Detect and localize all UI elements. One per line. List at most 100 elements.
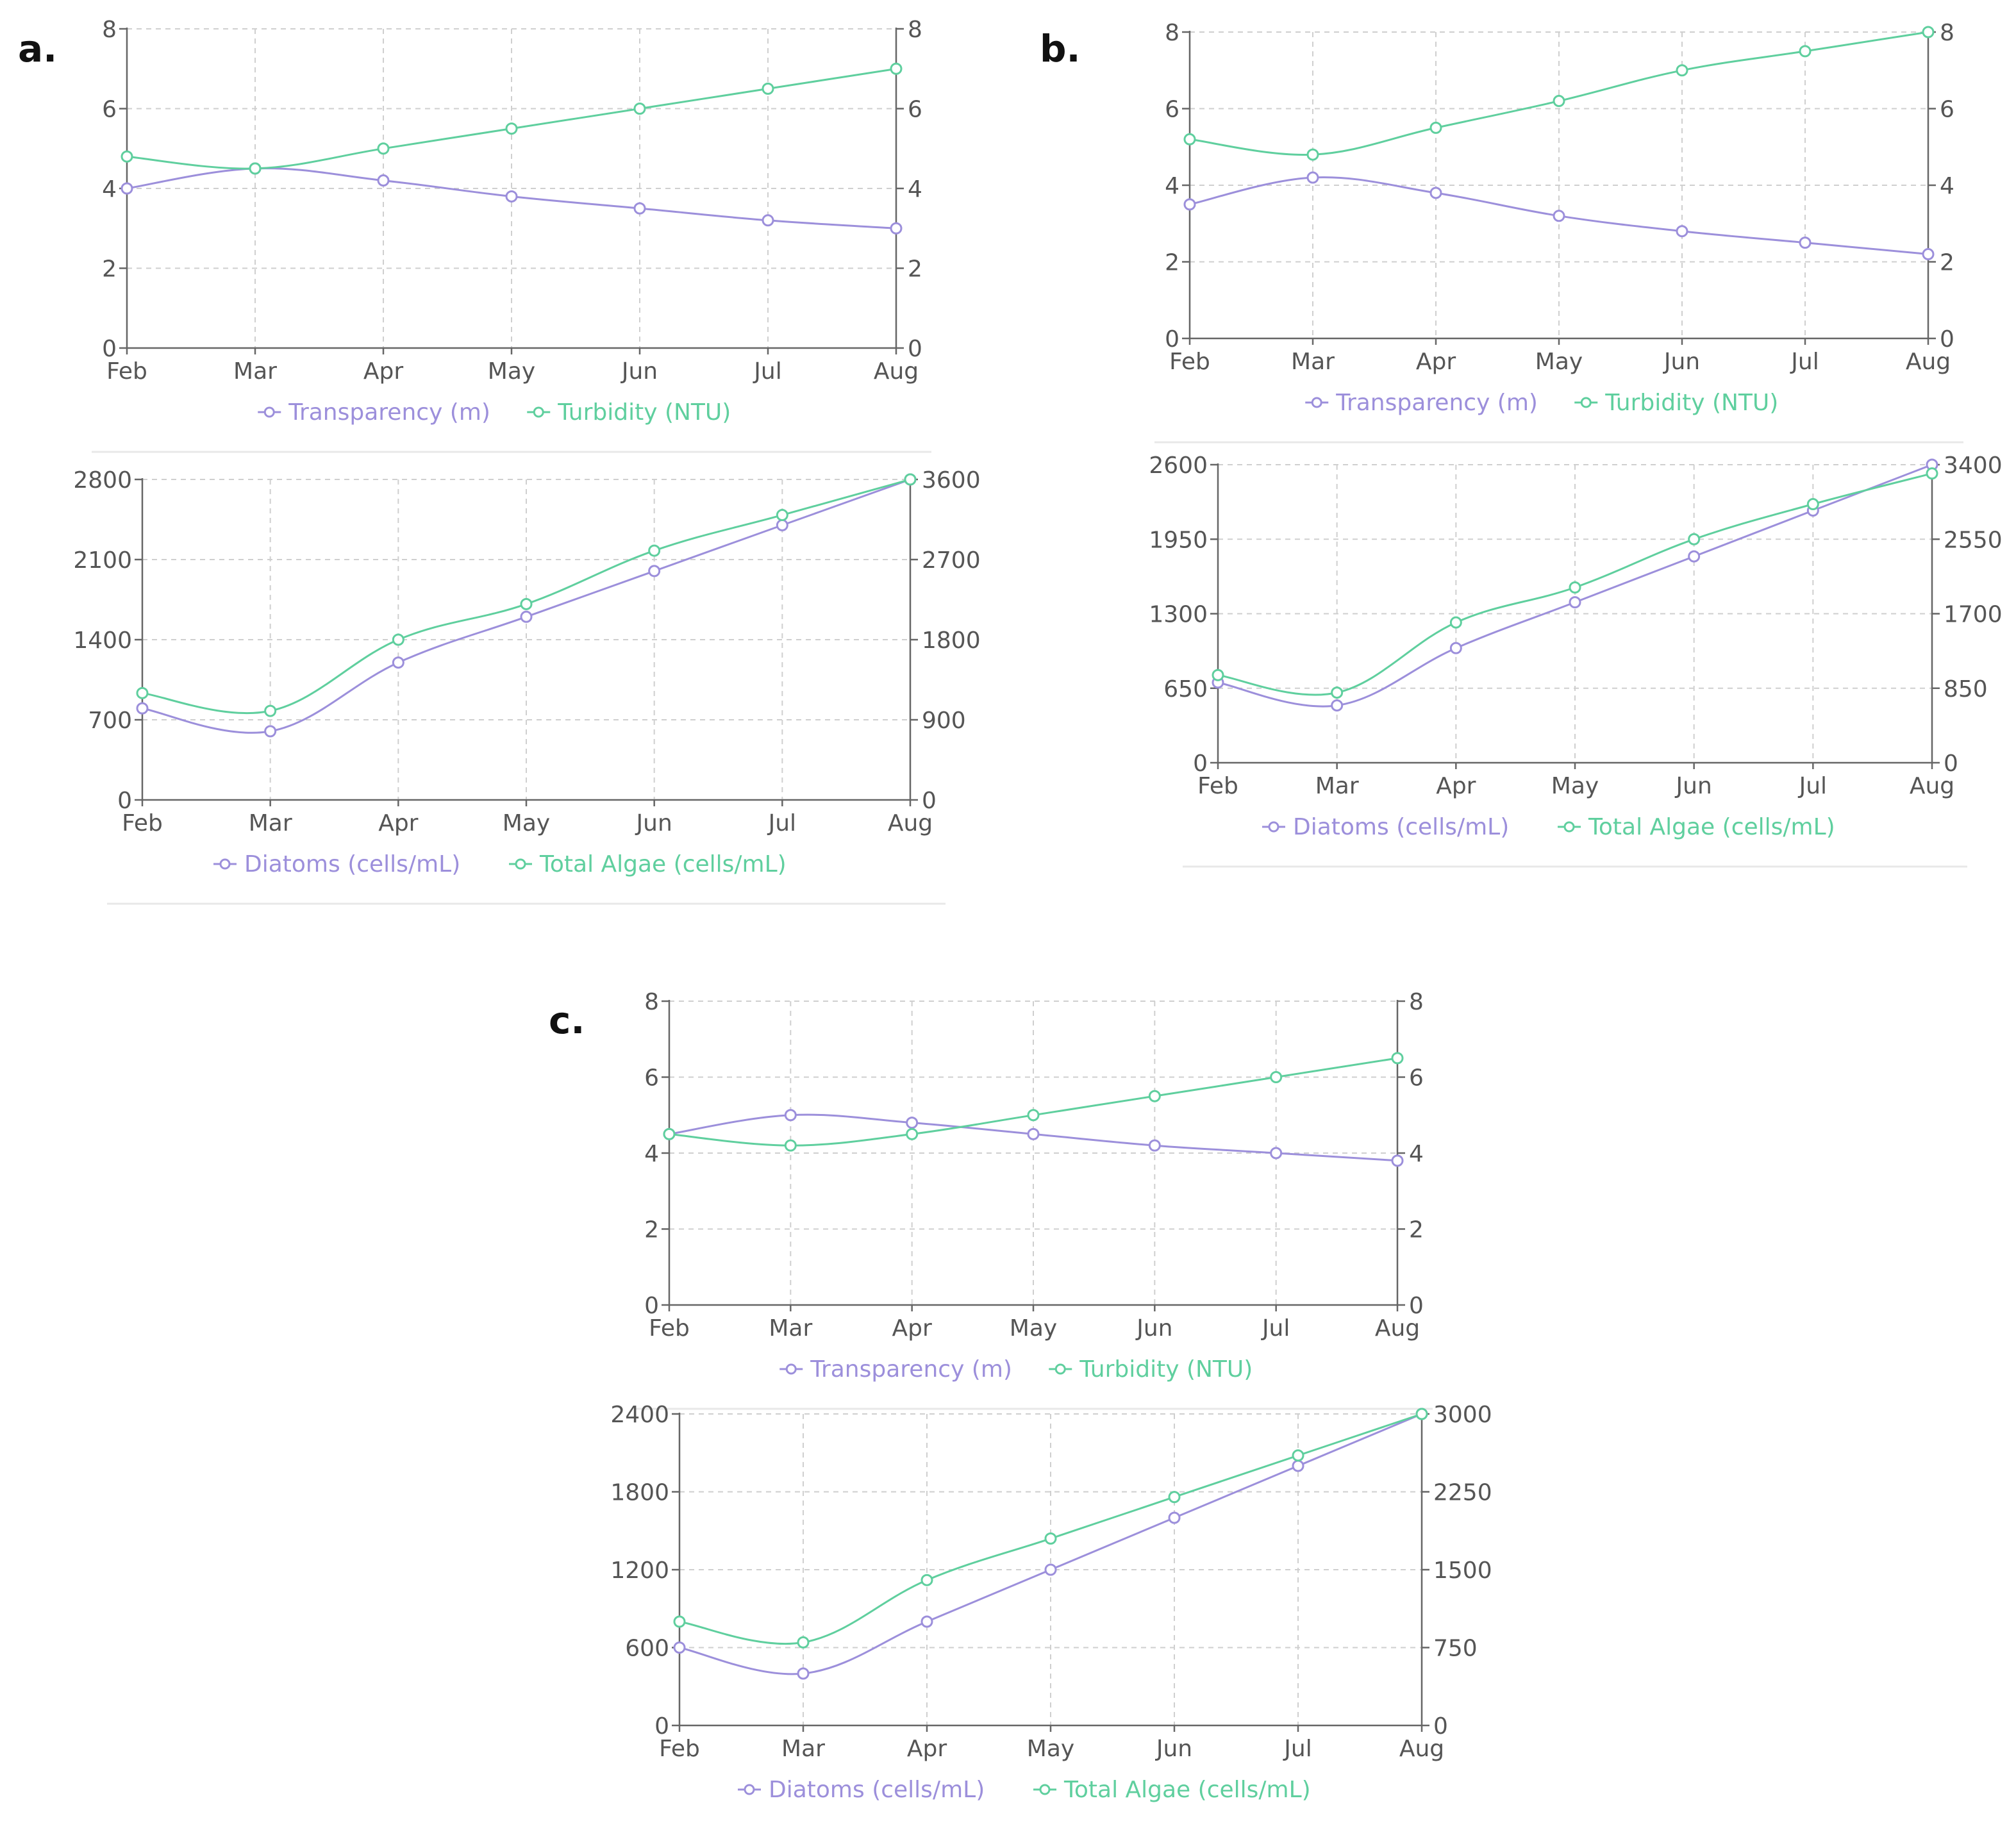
- x-tick-label: Aug: [1375, 1315, 1420, 1342]
- data-point-series-1: [1027, 1127, 1040, 1140]
- chart-a-bottom: 0 700 1400 2100 2800 0 900 1800 2700 3600 Feb Mar Ap…: [73, 467, 981, 905]
- left-tick-label: 6: [1165, 97, 1179, 123]
- data-point-series-2: [1183, 133, 1196, 145]
- data-point-series-1: [136, 702, 149, 715]
- data-point-series-2: [249, 162, 262, 175]
- data-point-series-1: [121, 182, 133, 195]
- left-tick-label: 4: [102, 176, 117, 203]
- data-point-series-1: [1391, 1154, 1404, 1167]
- data-point-series-2: [1806, 498, 1819, 511]
- data-point-series-1: [264, 725, 277, 738]
- right-tick-label: 900: [922, 708, 966, 734]
- data-point-series-2: [1922, 26, 1935, 38]
- left-tick-label: 650: [1163, 676, 1208, 702]
- data-point-series-1: [762, 214, 774, 227]
- x-tick-label: Jun: [1663, 349, 1700, 375]
- x-tick-label: Jun: [1675, 773, 1712, 799]
- chart-b-top: 0 2 4 6 8 0 2 4 6 8 Feb Mar Apr May Jun Jul Aug Transpare…: [1154, 20, 1963, 444]
- x-tick-label: May: [503, 810, 550, 836]
- data-point-series-2: [1688, 533, 1701, 545]
- right-tick-label: 4: [908, 176, 922, 203]
- legend-swatch-marker: [219, 858, 231, 870]
- x-tick-label: Mar: [233, 358, 277, 385]
- data-point-series-2: [1569, 581, 1581, 594]
- data-point-series-1: [520, 610, 533, 623]
- data-point-series-2: [136, 686, 149, 699]
- x-tick-label: Mar: [1291, 349, 1335, 375]
- left-tick-label: 0: [654, 1713, 669, 1740]
- data-point-series-1: [1168, 1511, 1181, 1524]
- data-point-series-1: [1553, 210, 1565, 222]
- data-point-series-2: [1168, 1491, 1181, 1504]
- data-point-series-2: [1415, 1408, 1428, 1420]
- legend-label: Diatoms (cells/mL): [244, 851, 460, 877]
- data-point-series-2: [906, 1127, 919, 1140]
- x-tick-label: Jul: [1790, 349, 1819, 375]
- right-tick-label: 2: [1940, 250, 1954, 276]
- data-point-series-1: [1292, 1459, 1304, 1472]
- x-tick-label: Apr: [1436, 773, 1476, 799]
- x-tick-label: Apr: [907, 1736, 947, 1762]
- x-tick-label: Aug: [1906, 349, 1951, 375]
- left-tick-label: 0: [1193, 751, 1208, 777]
- data-point-series-1: [921, 1615, 933, 1628]
- panel-label-a: a.: [18, 27, 57, 71]
- x-tick-label: Aug: [1399, 1736, 1444, 1762]
- left-tick-label: 700: [88, 708, 132, 734]
- data-point-series-2: [1429, 121, 1442, 134]
- right-tick-label: 0: [1433, 1713, 1448, 1740]
- data-point-series-2: [1553, 95, 1565, 108]
- right-tick-label: 0: [908, 336, 922, 362]
- x-tick-label: May: [488, 358, 535, 385]
- left-tick-label: 600: [625, 1636, 669, 1662]
- data-point-series-2: [784, 1139, 797, 1152]
- legend-swatch-marker: [744, 1784, 755, 1795]
- data-point-series-1: [1306, 171, 1319, 184]
- left-tick-label: 0: [644, 1293, 659, 1319]
- charts-layer: 0 2 4 6 8 0 2 4 6 8 Feb Mar Apr May Jun Jul Aug Transpare…: [73, 17, 2003, 1803]
- data-point-series-1: [1688, 550, 1701, 563]
- right-tick-label: 0: [1409, 1293, 1424, 1319]
- x-tick-label: Jul: [1798, 773, 1827, 799]
- left-tick-label: 1800: [610, 1480, 669, 1506]
- right-tick-label: 6: [1940, 97, 1954, 123]
- data-point-series-1: [633, 202, 646, 215]
- legend-swatch-marker: [1054, 1363, 1066, 1375]
- x-tick-label: Aug: [874, 358, 919, 385]
- x-tick-label: Jun: [1135, 1315, 1172, 1342]
- data-point-series-2: [1676, 64, 1688, 77]
- x-tick-label: Apr: [892, 1315, 932, 1342]
- data-point-series-2: [520, 597, 533, 610]
- x-tick-label: May: [1010, 1315, 1057, 1342]
- data-point-series-2: [648, 544, 661, 557]
- legend-label: Diatoms (cells/mL): [769, 1777, 985, 1803]
- legend-label: Transparency (m): [288, 399, 490, 426]
- right-tick-label: 0: [1944, 751, 1958, 777]
- x-tick-label: Jul: [1283, 1736, 1312, 1762]
- data-point-series-1: [1331, 699, 1344, 712]
- data-point-series-2: [1292, 1449, 1304, 1462]
- data-point-series-2: [797, 1636, 810, 1649]
- legend-label: Turbidity (NTU): [557, 399, 731, 426]
- data-point-series-1: [648, 565, 661, 577]
- x-tick-label: Apr: [378, 810, 418, 836]
- data-point-series-2: [1306, 148, 1319, 161]
- data-point-series-1: [1148, 1139, 1161, 1152]
- chart-b-bottom: 0 650 1300 1950 2600 0 850 1700 2550 3400 Feb Mar Ap…: [1149, 453, 2003, 868]
- panel-label-c: c.: [549, 999, 585, 1042]
- x-tick-label: Feb: [106, 358, 147, 385]
- data-point-series-2: [505, 122, 518, 135]
- data-point-series-2: [392, 633, 404, 646]
- x-tick-label: Jul: [753, 358, 781, 385]
- data-point-series-2: [1027, 1109, 1040, 1122]
- x-tick-label: Jun: [1155, 1736, 1192, 1762]
- chart-c-top: 0 2 4 6 8 0 2 4 6 8 Feb Mar Apr May Jun Jul Aug Transpare…: [634, 989, 1433, 1410]
- data-point-series-2: [1270, 1071, 1283, 1083]
- data-point-series-1: [1429, 187, 1442, 199]
- x-tick-label: Jul: [767, 810, 796, 836]
- legend-label: Transparency (m): [1335, 390, 1538, 416]
- data-point-series-2: [762, 82, 774, 95]
- right-tick-label: 2250: [1433, 1480, 1492, 1506]
- data-point-series-2: [1331, 686, 1344, 699]
